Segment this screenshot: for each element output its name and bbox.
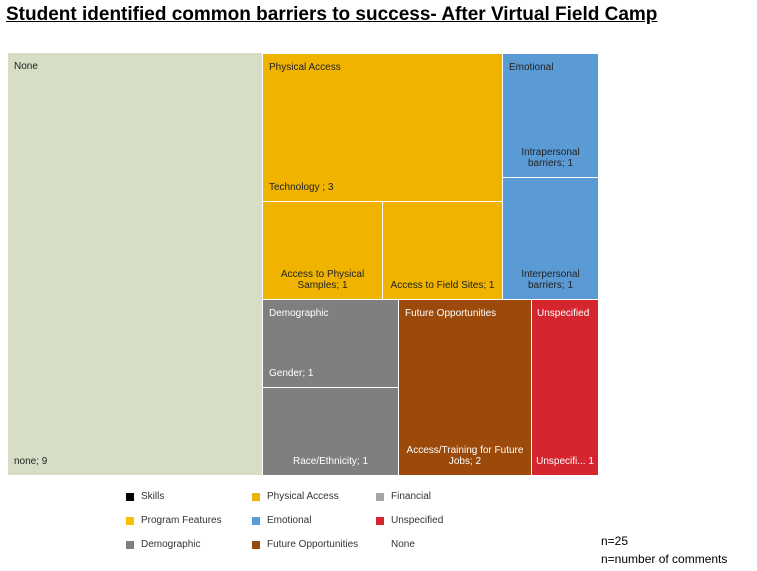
leaf-label: Interpersonal barriers; 1 bbox=[521, 269, 580, 291]
legend-swatch bbox=[126, 540, 134, 549]
tile-unspecified: Unspecified Unspecifi... 1 bbox=[532, 300, 598, 475]
n-count: n=25 bbox=[601, 534, 629, 548]
legend-label: Demographic bbox=[141, 539, 201, 550]
tile-future-jobs: Future Opportunities Access/Training for… bbox=[399, 300, 531, 475]
legend-label: None bbox=[391, 539, 415, 550]
group-label: Emotional bbox=[509, 62, 554, 73]
tile-physical-samples: Access to Physical Samples; 1 bbox=[263, 202, 382, 299]
legend-label: Unspecified bbox=[391, 515, 444, 526]
legend-item: Demographic bbox=[126, 539, 200, 550]
tile-interpersonal: Interpersonal barriers; 1 bbox=[503, 178, 598, 299]
group-label: None bbox=[14, 61, 38, 72]
chart-title: Student identified common barriers to su… bbox=[6, 4, 658, 25]
leaf-label: Race/Ethnicity; 1 bbox=[292, 456, 369, 467]
legend-item: Future Opportunities bbox=[252, 539, 358, 550]
legend-item: Skills bbox=[126, 491, 164, 502]
tile-technology: Physical Access Technology ; 3 bbox=[263, 54, 502, 201]
legend-label: Emotional bbox=[267, 515, 312, 526]
legend-label: Physical Access bbox=[267, 491, 339, 502]
legend-swatch bbox=[252, 540, 260, 549]
tile-gender: Demographic Gender; 1 bbox=[263, 300, 398, 387]
legend-item: Physical Access bbox=[252, 491, 339, 502]
legend-swatch bbox=[252, 516, 260, 525]
group-label: Physical Access bbox=[269, 62, 341, 73]
legend-swatch bbox=[376, 516, 384, 525]
legend-item: Emotional bbox=[252, 515, 311, 526]
leaf-label: none; 9 bbox=[14, 456, 48, 467]
tile-intrapersonal: Emotional Intrapersonal barriers; 1 bbox=[503, 54, 598, 177]
n-definition: n=number of comments bbox=[601, 552, 728, 566]
leaf-label: Access to Physical Samples; 1 bbox=[280, 269, 365, 291]
legend-item: Unspecified bbox=[376, 515, 443, 526]
tile-none: None none; 9 bbox=[8, 53, 262, 475]
legend-item: None bbox=[376, 539, 415, 550]
legend-label: Future Opportunities bbox=[267, 539, 359, 550]
leaf-label: Access/Training for Future Jobs; 2 bbox=[406, 445, 524, 467]
group-label: Future Opportunities bbox=[405, 308, 497, 319]
leaf-label: Technology ; 3 bbox=[269, 182, 334, 193]
tile-field-sites: Access to Field Sites; 1 bbox=[383, 202, 502, 299]
legend-item: Financial bbox=[376, 491, 431, 502]
legend-label: Skills bbox=[141, 491, 165, 502]
legend-swatch bbox=[252, 492, 260, 501]
leaf-label: Access to Field Sites; 1 bbox=[390, 280, 495, 291]
legend-swatch bbox=[376, 541, 384, 549]
legend-label: Financial bbox=[391, 491, 432, 502]
group-label: Demographic bbox=[269, 308, 329, 319]
leaf-label: Intrapersonal barriers; 1 bbox=[521, 147, 580, 169]
legend-swatch bbox=[126, 492, 134, 501]
leaf-label: Gender; 1 bbox=[269, 368, 314, 379]
group-label: Unspecified bbox=[537, 308, 590, 319]
leaf-label: Unspecifi... 1 bbox=[536, 456, 594, 467]
tile-race-ethnicity: Race/Ethnicity; 1 bbox=[263, 388, 398, 475]
legend-swatch bbox=[376, 492, 384, 501]
legend-swatch bbox=[126, 516, 134, 525]
legend-label: Program Features bbox=[141, 515, 222, 526]
legend-item: Program Features bbox=[126, 515, 222, 526]
